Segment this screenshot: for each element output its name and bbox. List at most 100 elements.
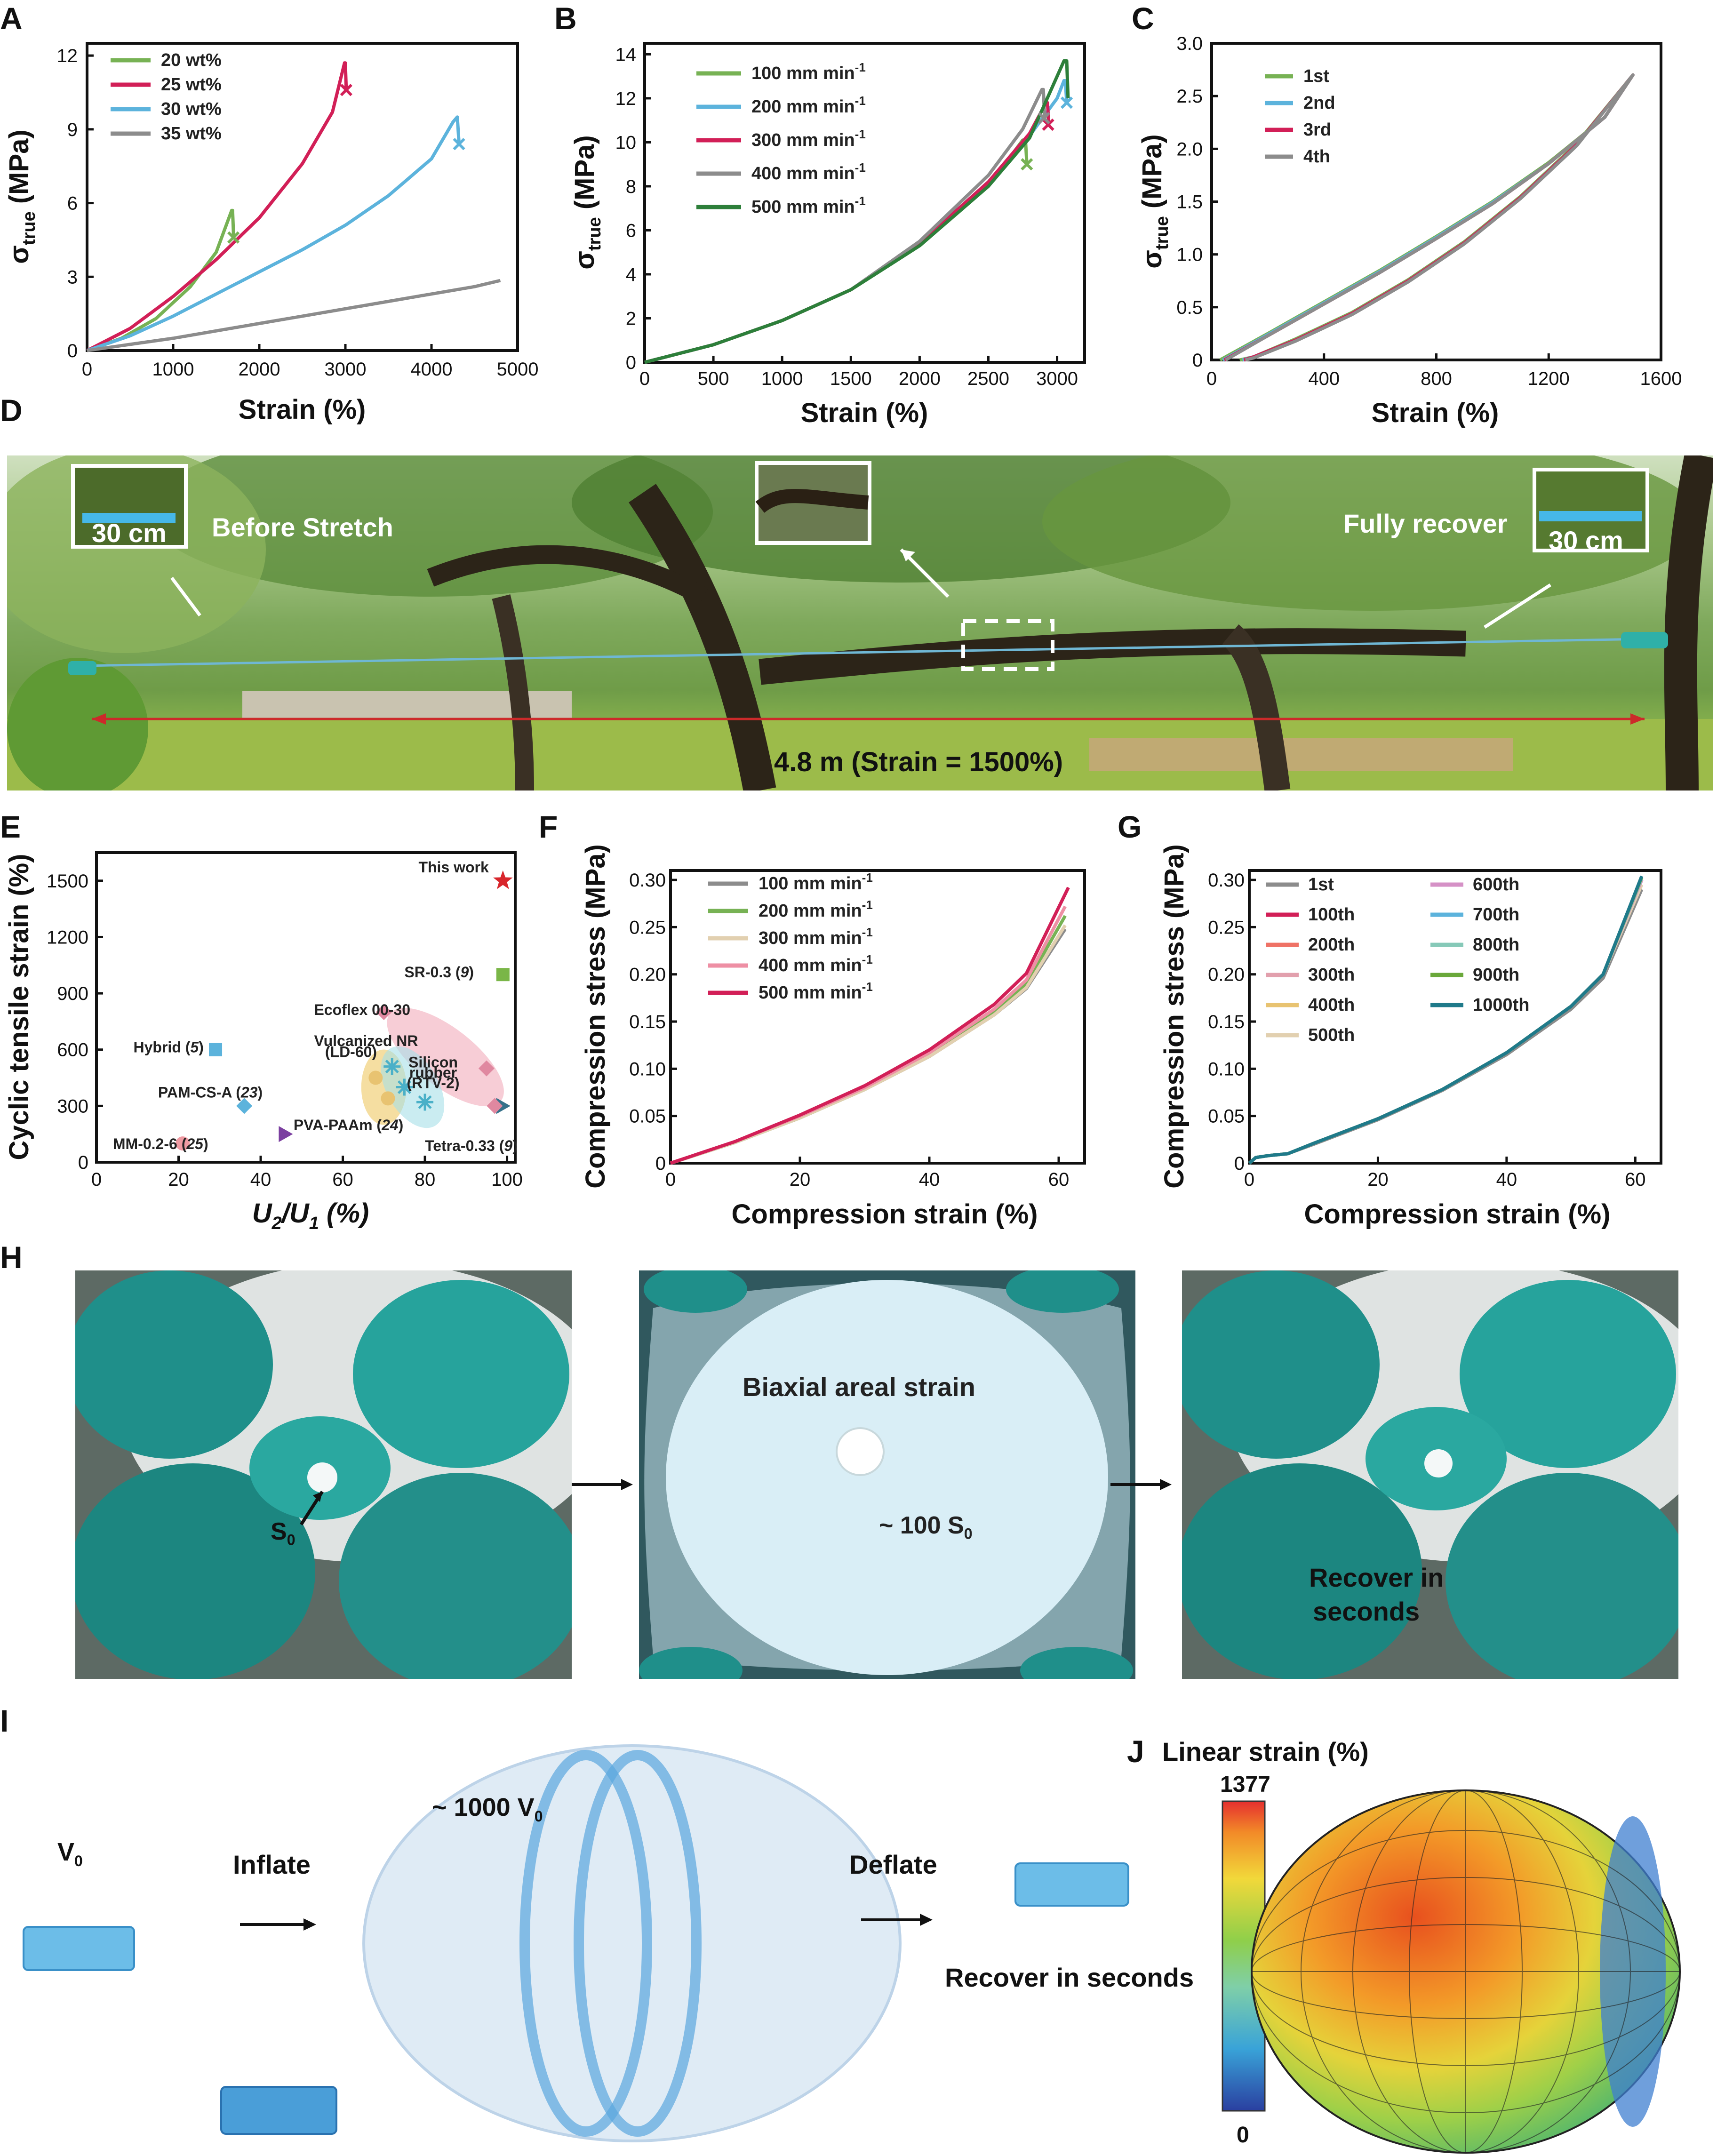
hundred-text: ~ 100 S — [879, 1512, 964, 1539]
x-tick-label-F: 0 — [665, 1169, 676, 1190]
legend-label-A: 25 wt% — [161, 75, 222, 95]
scatter-point-group — [385, 1060, 399, 1074]
panel-label-d: D — [0, 393, 23, 428]
group-label-silicon-2: rubber — [409, 1064, 457, 1081]
x-tick-label-B: 0 — [639, 368, 650, 389]
x-axis-label-G: Compression strain (%) — [1304, 1199, 1611, 1230]
legend-label-G: 200th — [1308, 935, 1355, 955]
point-label-pva-paam: PVA-PAAm (24) — [294, 1117, 404, 1134]
scatter-point-group — [418, 1095, 432, 1109]
y-tick-label-E: 900 — [57, 983, 88, 1004]
v0-text: V — [57, 1838, 75, 1866]
photo-d-outdoor-stretch: 30 cm Before Stretch Fully recover 30 cm… — [7, 455, 1713, 791]
break-marker-B — [1021, 158, 1033, 171]
group-label-silicon: Silicon — [408, 1054, 458, 1071]
x-tick-label-F: 60 — [1048, 1169, 1070, 1190]
x-tick-label-E: 40 — [250, 1169, 272, 1190]
y-tick-label-F: 0 — [655, 1153, 666, 1174]
y-tick-label-C: 3.0 — [1176, 33, 1203, 54]
hundred-s0-label: ~ 100 S0 — [879, 1511, 973, 1542]
x-tick-label-C: 400 — [1308, 368, 1340, 389]
y-tick-label-B: 8 — [626, 176, 636, 197]
colorbar-max: 1377 — [1220, 1772, 1270, 1797]
legend-label-B: 300 mm min-1 — [751, 127, 866, 150]
legend-label-C: 1st — [1303, 66, 1329, 86]
recover-label-line1: Recover in — [1309, 1563, 1444, 1592]
x-tick-label-B: 1000 — [761, 368, 803, 389]
y-tick-label-B: 0 — [626, 352, 636, 373]
y-tick-label-F: 0.10 — [629, 1059, 666, 1079]
legend-label-B: 100 mm min-1 — [751, 60, 866, 83]
y-tick-label-B: 14 — [615, 44, 637, 65]
point-label-sr-0-3: SR-0.3 (9) — [404, 964, 474, 981]
y-tick-label-E: 0 — [78, 1152, 88, 1173]
distance-label: 4.8 m (Strain = 1500%) — [774, 747, 1063, 777]
legend-label-G: 900th — [1473, 965, 1519, 985]
panel-label-b: B — [554, 1, 577, 36]
scatter-point-group — [368, 1070, 383, 1085]
point-label-tetra-0-33: Tetra-0.33 (9) — [425, 1137, 518, 1154]
group-label-vulcanized: Vulcanized NR — [314, 1032, 418, 1049]
legend-label-G: 1000th — [1473, 995, 1529, 1015]
series-line-A-35-wt- — [87, 279, 501, 352]
fully-recover-label: Fully recover — [1343, 509, 1508, 538]
x-axis-label-F: Compression strain (%) — [732, 1199, 1038, 1230]
x-tick-label-E: 0 — [91, 1169, 102, 1190]
x-tick-label-G: 40 — [1496, 1169, 1517, 1190]
scatter-point-pva-paam — [279, 1126, 293, 1142]
legend-label-B: 500 mm min-1 — [751, 194, 866, 217]
x-tick-label-A: 1000 — [152, 359, 194, 380]
plot-frame-B — [643, 42, 1086, 364]
balloon — [362, 1744, 902, 2142]
hundred-sub: 0 — [964, 1525, 973, 1542]
colorbar-min: 0 — [1237, 2123, 1249, 2148]
group-label-ecoflex: Ecoflex 00-30 — [314, 1001, 410, 1018]
x-tick-label-A: 3000 — [325, 359, 367, 380]
break-marker-A — [227, 231, 240, 244]
s0-sub: 0 — [287, 1531, 295, 1549]
y-tick-label-A: 9 — [67, 120, 78, 140]
break-marker-A — [453, 138, 465, 151]
recover-label-line2: seconds — [1313, 1597, 1420, 1626]
y-tick-label-A: 6 — [67, 193, 78, 214]
x-tick-label-C: 1200 — [1528, 368, 1570, 389]
v0-sub: 0 — [74, 1852, 83, 1869]
y-tick-label-E: 600 — [57, 1040, 88, 1061]
scatter-point-group — [487, 1098, 503, 1114]
y-tick-label-G: 0.20 — [1208, 965, 1245, 985]
series-line-F-500-mm-min — [670, 886, 1070, 1165]
scatter-point-group — [478, 1060, 495, 1077]
y-tick-label-G: 0.10 — [1208, 1059, 1245, 1079]
legend-label-A: 30 wt% — [161, 99, 222, 119]
y-tick-label-G: 0.05 — [1208, 1106, 1245, 1127]
y-tick-label-B: 10 — [615, 132, 637, 153]
scatter-point-group — [381, 1091, 395, 1106]
legend-label-G: 300th — [1308, 965, 1355, 985]
panel-label-g: G — [1118, 809, 1142, 844]
series-line-G-1000th — [1248, 875, 1644, 1165]
photo-h-recovered-scene — [1182, 1270, 1678, 1679]
scatter-point-hybrid — [209, 1043, 223, 1056]
x-tick-label-C: 1600 — [1640, 368, 1682, 389]
x-axis-label-E: U2/U1 (%) — [252, 1198, 369, 1233]
scatter-point-group — [375, 1004, 392, 1020]
legend-label-F: 200 mm min-1 — [759, 898, 873, 921]
y-tick-label-E: 1200 — [47, 927, 88, 948]
y-axis-label-G: Compression stress (MPa) — [1159, 844, 1190, 1189]
x-tick-label-A: 5000 — [497, 359, 539, 380]
v0-label: V0 — [57, 1837, 83, 1870]
y-tick-label-C: 1.5 — [1176, 192, 1203, 213]
biaxial-label: Biaxial areal strain — [743, 1372, 975, 1402]
y-tick-label-C: 2.5 — [1176, 86, 1203, 107]
balloon-band-2 — [574, 1750, 702, 2137]
group-ecoflex — [387, 1008, 504, 1107]
panel-label-i: I — [0, 1703, 8, 1738]
plot-frame-G — [1248, 869, 1662, 1165]
legend-label-F: 500 mm min-1 — [759, 980, 873, 1003]
x-tick-label-E: 60 — [332, 1169, 353, 1190]
x-tick-label-G: 20 — [1367, 1169, 1389, 1190]
before-stretch-label: Before Stretch — [212, 512, 393, 542]
thousand-sub: 0 — [534, 1807, 543, 1825]
